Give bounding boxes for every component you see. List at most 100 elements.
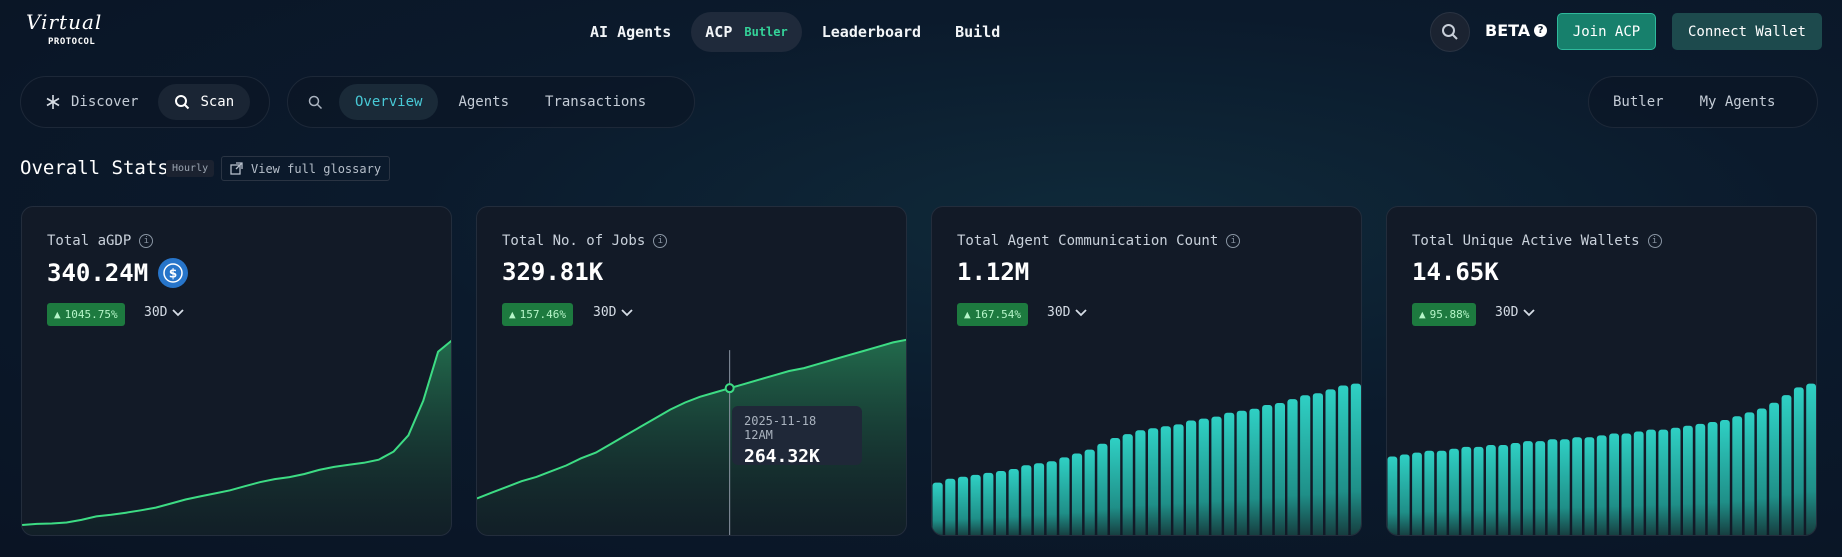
search-button[interactable] (1430, 12, 1470, 52)
connect-wallet-button[interactable]: Connect Wallet (1672, 13, 1822, 50)
mode-switch: Discover Scan (20, 76, 270, 128)
bar (1535, 441, 1546, 535)
bar (1732, 416, 1743, 535)
info-icon[interactable]: i (139, 234, 154, 248)
tab-search[interactable] (296, 84, 335, 120)
beta-text: BETA (1485, 21, 1531, 40)
logo-sub: PROTOCOL (48, 37, 96, 47)
bar (1249, 408, 1260, 535)
scan-label: Scan (200, 94, 235, 110)
tab-overview[interactable]: Overview (339, 84, 439, 120)
bar (957, 476, 969, 535)
tab-transactions[interactable]: Transactions (545, 94, 647, 110)
bar (1633, 431, 1644, 535)
stats-title: Overall Stats (20, 157, 169, 179)
bar (1224, 412, 1235, 535)
nav-build[interactable]: Build (941, 12, 1014, 52)
bar (1122, 434, 1133, 535)
wallets-chart[interactable] (1387, 207, 1817, 536)
info-icon[interactable]: i (1647, 234, 1662, 248)
bar (932, 482, 943, 535)
bar (1670, 427, 1681, 535)
beta-label[interactable]: BETA? (1485, 21, 1548, 40)
chevron-down-icon (172, 308, 185, 316)
area-fill (22, 341, 451, 535)
virtual-protocol-logo[interactable]: Virtual PROTOCOL (26, 10, 118, 50)
bar (1769, 402, 1779, 535)
card-title-text: Total Agent Communication Count (957, 233, 1219, 249)
bar (1609, 433, 1619, 535)
tab-agents[interactable]: Agents (458, 94, 510, 110)
period-text: 30D (144, 305, 168, 320)
card-value-text: 1.12M (957, 258, 1030, 286)
card-title: Total aGDP i (47, 233, 154, 249)
nav-ai-agents[interactable]: AI Agents (576, 12, 685, 52)
info-icon[interactable]: i (653, 234, 668, 248)
discover-button[interactable]: Discover (29, 84, 154, 120)
tab-butler[interactable]: Butler (1613, 94, 1664, 110)
discover-label: Discover (71, 94, 139, 110)
bar (1720, 420, 1730, 535)
info-icon[interactable]: i (1226, 234, 1241, 248)
stat-card-communication: Total Agent Communication Count i 1.12M ▲… (931, 206, 1362, 536)
arrow-up-icon: ▲ (54, 308, 61, 321)
bar (1033, 463, 1045, 535)
bar (970, 474, 981, 535)
card-title: Total No. of Jobs i (502, 233, 668, 249)
change-text: 157.46% (519, 308, 566, 321)
bar (1071, 453, 1083, 535)
arrow-up-icon: ▲ (509, 308, 516, 321)
jobs-chart[interactable] (477, 207, 907, 536)
communication-chart[interactable] (932, 207, 1362, 536)
bar (1350, 383, 1361, 535)
nav-leaderboard[interactable]: Leaderboard (808, 12, 935, 52)
bar (983, 472, 994, 535)
bar (1584, 437, 1595, 535)
bar (1274, 403, 1285, 535)
stat-card-agdp: Total aGDP i 340.24M $ ▲ 1045.75% 30D (21, 206, 452, 536)
bar (1473, 446, 1484, 535)
bar (1173, 424, 1184, 535)
scan-button[interactable]: Scan (158, 84, 251, 120)
card-value: 329.81K (502, 258, 603, 286)
bar (1793, 387, 1804, 535)
nav-acp[interactable]: ACP Butler (691, 12, 802, 52)
main-nav: AI Agents ACP Butler Leaderboard Build (576, 12, 1014, 52)
agdp-chart[interactable] (22, 207, 452, 536)
card-title: Total Agent Communication Count i (957, 233, 1241, 249)
butler-tag: Butler (744, 25, 788, 39)
bar (1449, 448, 1459, 535)
period-select[interactable]: 30D (1495, 305, 1536, 320)
hourly-badge: Hourly (166, 160, 215, 177)
search-icon (1442, 24, 1458, 40)
bar (1683, 425, 1693, 535)
bar (1523, 441, 1533, 535)
period-select[interactable]: 30D (593, 305, 634, 320)
change-badge: ▲ 157.46% (502, 303, 573, 326)
stat-card-wallets: Total Unique Active Wallets i 14.65K ▲ 95.… (1386, 206, 1817, 536)
period-select[interactable]: 30D (1047, 305, 1088, 320)
bar (1198, 418, 1209, 535)
glossary-link[interactable]: View full glossary (221, 156, 391, 181)
card-title-text: Total aGDP (47, 233, 132, 249)
series-line (477, 338, 906, 500)
bar (1756, 408, 1767, 535)
change-badge: ▲ 1045.75% (47, 303, 125, 326)
bar (1498, 445, 1509, 535)
period-text: 30D (593, 305, 617, 320)
join-acp-button[interactable]: Join ACP (1557, 13, 1656, 50)
snowflake-icon (46, 95, 60, 109)
bar (1059, 457, 1070, 535)
tab-my-agents[interactable]: My Agents (1699, 94, 1776, 110)
chevron-down-icon (1523, 308, 1536, 316)
bar (1325, 389, 1336, 535)
bar (1486, 445, 1496, 535)
chevron-down-icon (621, 308, 634, 316)
period-select[interactable]: 30D (144, 305, 185, 320)
bar (1387, 456, 1398, 535)
bar (1559, 439, 1570, 535)
usdc-icon: $ (158, 258, 189, 288)
bar (1046, 461, 1057, 535)
card-value-text: 329.81K (502, 258, 604, 286)
bar (1621, 433, 1632, 535)
